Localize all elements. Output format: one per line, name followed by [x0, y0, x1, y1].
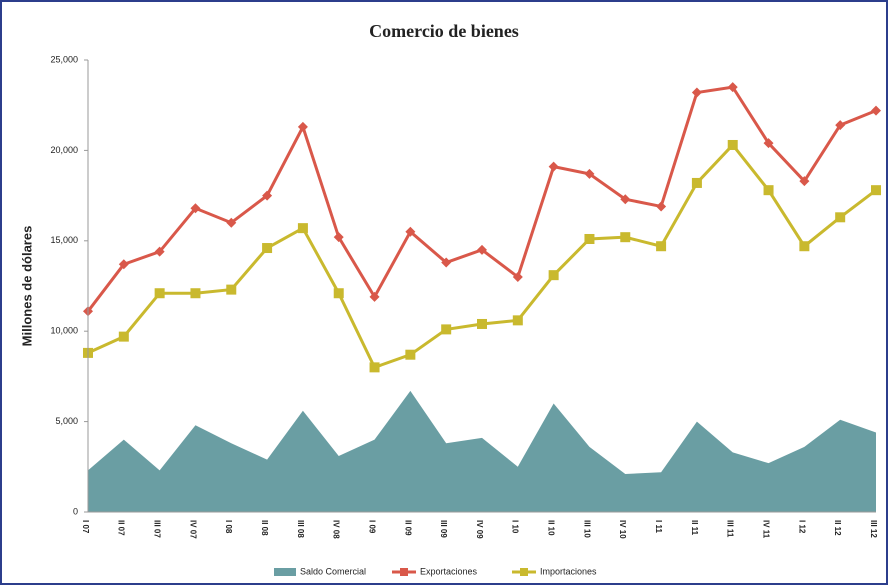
marker [512, 315, 523, 326]
marker [262, 243, 273, 254]
x-tick-label: II 09 [403, 520, 412, 536]
x-tick-label: IV 08 [332, 520, 341, 539]
marker [691, 177, 702, 188]
y-tick-label: 0 [73, 506, 78, 516]
marker [620, 232, 631, 243]
y-tick-label: 25,000 [50, 54, 78, 64]
marker [190, 203, 201, 214]
marker [691, 87, 702, 98]
x-tick-label: I 10 [511, 520, 520, 534]
marker [190, 288, 201, 299]
y-axis-label: Millones de dólares [19, 226, 34, 347]
legend-label: Importaciones [540, 566, 597, 576]
x-tick-label: IV 10 [618, 520, 627, 539]
x-tick-label: III 11 [726, 520, 735, 538]
x-tick-label: III 07 [153, 520, 162, 538]
marker [405, 349, 416, 360]
marker [226, 284, 237, 295]
x-tick-label: III 10 [582, 520, 591, 538]
marker [369, 362, 380, 373]
marker [297, 223, 308, 234]
x-tick-label: I 11 [654, 520, 663, 533]
legend-marker [400, 568, 408, 576]
x-tick-label: IV 07 [188, 520, 197, 539]
marker [477, 318, 487, 329]
marker [118, 331, 129, 342]
legend-marker [520, 568, 528, 576]
marker [118, 259, 129, 270]
legend-swatch [274, 568, 296, 576]
marker [835, 120, 846, 131]
marker [835, 212, 846, 223]
x-tick-label: II 07 [117, 520, 126, 536]
x-tick-label: II 10 [547, 520, 556, 536]
x-tick-label: I 09 [367, 520, 376, 534]
marker [656, 201, 667, 212]
marker [799, 176, 810, 187]
area [88, 390, 876, 512]
marker [871, 185, 881, 196]
marker [584, 168, 595, 179]
y-tick-label: 20,000 [50, 145, 78, 155]
marker [333, 288, 344, 299]
marker [727, 139, 738, 150]
marker [441, 324, 452, 335]
marker [154, 246, 165, 257]
marker [799, 241, 810, 252]
marker [871, 105, 881, 116]
legend-label: Saldo Comercial [300, 566, 366, 576]
x-tick-label: IV 11 [761, 520, 770, 539]
x-tick-label: II 08 [260, 520, 269, 536]
x-tick-label: I 12 [797, 520, 806, 534]
marker [333, 232, 344, 243]
marker [727, 82, 738, 93]
chart-title: Comercio de bienes [369, 21, 519, 41]
x-tick-label: III 09 [439, 520, 448, 538]
marker [548, 161, 559, 172]
x-tick-label: III 12 [869, 520, 878, 538]
x-tick-label: IV 09 [475, 520, 484, 539]
marker [405, 226, 416, 237]
marker [656, 241, 667, 252]
y-tick-label: 10,000 [50, 326, 78, 336]
marker [226, 217, 237, 228]
y-tick-label: 5,000 [55, 416, 78, 426]
x-tick-label: II 11 [690, 520, 699, 536]
marker [154, 288, 165, 299]
x-tick-label: III 08 [296, 520, 305, 538]
marker [477, 244, 487, 255]
marker [297, 121, 308, 132]
marker [369, 291, 380, 302]
y-tick-label: 15,000 [50, 235, 78, 245]
marker [763, 185, 774, 196]
marker [512, 271, 523, 282]
marker [441, 257, 452, 268]
x-tick-label: I 07 [81, 520, 90, 534]
marker [763, 138, 774, 149]
x-tick-label: II 12 [833, 520, 842, 536]
marker [262, 190, 273, 201]
legend-label: Exportaciones [420, 566, 478, 576]
x-tick-label: I 08 [224, 520, 233, 534]
marker [584, 233, 595, 244]
marker [620, 194, 631, 205]
marker [548, 270, 559, 281]
